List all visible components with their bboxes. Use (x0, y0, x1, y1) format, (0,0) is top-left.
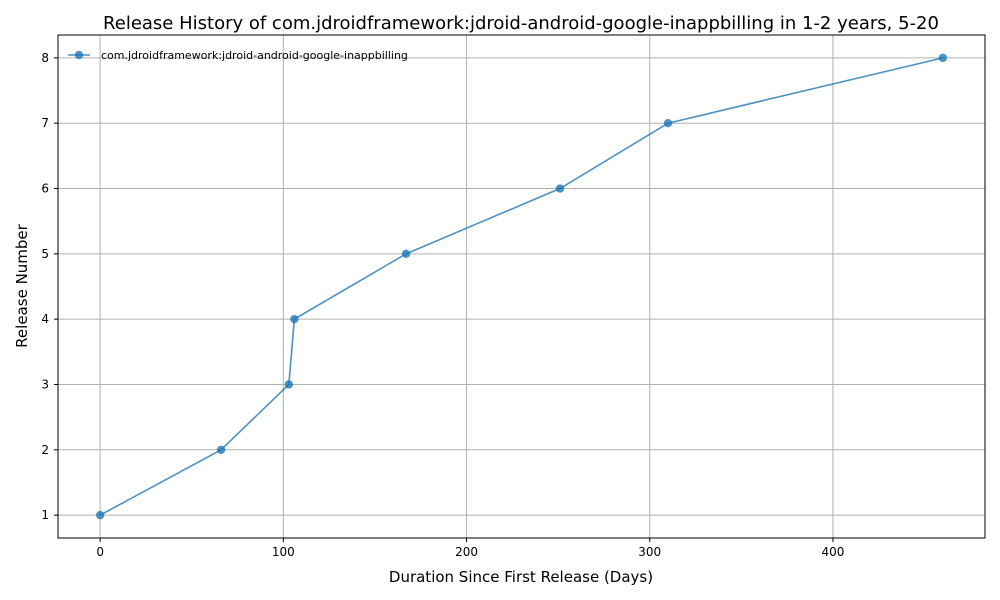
data-point (663, 118, 673, 128)
y-axis-title: Release Number (13, 223, 31, 347)
x-tick-label: 400 (821, 545, 844, 559)
x-axis-title: Duration Since First Release (Days) (389, 568, 653, 586)
grid-lines (58, 35, 985, 538)
y-tick-label: 4 (41, 312, 49, 326)
data-point (290, 314, 299, 324)
data-point (938, 53, 948, 63)
x-tick-label: 300 (638, 545, 661, 559)
y-tick-label: 3 (41, 377, 49, 391)
plot-border (57, 34, 986, 539)
legend-marker-swatch (74, 50, 84, 60)
y-tick-label: 6 (41, 182, 49, 196)
chart-title: Release History of com.jdroidframework:j… (103, 13, 939, 34)
y-tick-label: 8 (41, 51, 49, 65)
data-point (284, 380, 294, 389)
data-point (216, 445, 226, 455)
axes-frame (57, 34, 986, 539)
x-tick-label: 0 (96, 545, 104, 559)
legend: com.jdroidframework:jdroid-android-googl… (68, 49, 408, 62)
y-tick-label: 1 (41, 508, 49, 522)
x-tick-label: 100 (272, 545, 295, 559)
axis-ticks: 0 100 200 300 400 1 2 3 4 5 6 7 8 (41, 51, 844, 559)
series-layer (95, 53, 948, 520)
data-point (555, 184, 565, 193)
data-point (401, 249, 411, 259)
legend-label: com.jdroidframework:jdroid-android-googl… (101, 49, 408, 62)
series-line (99, 57, 944, 516)
y-tick-label: 5 (41, 247, 49, 261)
y-tick-label: 2 (41, 443, 49, 457)
x-tick-label: 200 (455, 545, 478, 559)
y-tick-label: 7 (41, 116, 49, 130)
data-point (95, 510, 105, 520)
